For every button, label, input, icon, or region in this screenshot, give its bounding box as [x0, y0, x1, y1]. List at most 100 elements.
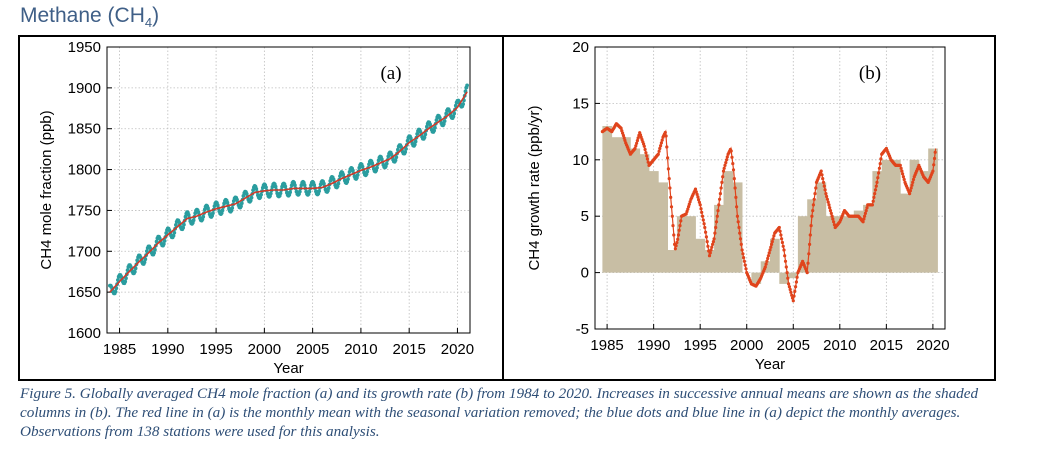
- b-growth-point: [871, 199, 875, 203]
- a-monthly-avg-point: [415, 132, 420, 136]
- b-growth-point: [863, 214, 867, 218]
- b-annual-column: [788, 272, 799, 279]
- b-growth-point: [821, 180, 826, 184]
- b-annual-column: [695, 238, 706, 273]
- b-annual-column: [797, 216, 808, 273]
- figure-heading: Methane (CH4): [20, 4, 159, 30]
- a-monthly-avg-point: [393, 158, 398, 163]
- b-annual-column: [863, 204, 873, 273]
- b-growth-point: [706, 244, 710, 248]
- heading-subscript: 4: [144, 15, 153, 31]
- b-growth-point: [732, 177, 736, 181]
- b-growth-point: [875, 180, 879, 184]
- b-growth-point: [779, 233, 783, 237]
- a-monthly-avg-point: [283, 184, 288, 189]
- b-growth-point: [672, 233, 676, 237]
- heading-close: ): [152, 4, 160, 27]
- b-annual-column: [909, 159, 920, 273]
- b-growth-point: [721, 175, 725, 179]
- b-growth-point: [828, 206, 832, 210]
- b-growth-point: [723, 163, 727, 167]
- a-monthly-avg-point: [423, 132, 428, 137]
- b-growth-point: [635, 139, 640, 143]
- a-monthly-avg-point: [322, 181, 326, 186]
- b-growth-point: [865, 206, 869, 210]
- a-monthly-avg-point: [248, 198, 253, 203]
- b-annual-column: [881, 159, 892, 273]
- b-growth-point: [704, 235, 709, 239]
- b-ytick-label: 20: [572, 39, 589, 56]
- b-growth-point: [700, 214, 705, 218]
- b-growth-point: [720, 180, 724, 184]
- b-growth-point: [814, 186, 818, 190]
- a-monthly-avg-point: [403, 150, 408, 154]
- b-growth-point: [719, 186, 723, 190]
- a-monthly-avg-point: [365, 169, 370, 174]
- b-growth-point: [769, 245, 773, 249]
- b-growth-point: [710, 245, 714, 249]
- b-growth-point: [707, 254, 712, 258]
- b-growth-point: [781, 244, 785, 248]
- b-growth-point: [738, 237, 743, 241]
- a-monthly-avg-point: [396, 147, 400, 152]
- b-ytick-label: 10: [572, 152, 589, 169]
- a-monthly-avg-point: [370, 161, 375, 166]
- a-monthly-avg-point: [225, 200, 230, 205]
- b-growth-point: [777, 225, 781, 230]
- b-growth-point: [766, 254, 771, 258]
- a-monthly-avg-point: [268, 191, 273, 196]
- b-growth-point: [658, 146, 662, 151]
- b-growth-point: [698, 203, 702, 207]
- a-monthly-avg-point: [211, 211, 215, 216]
- b-growth-point: [829, 211, 833, 215]
- b-growth-point: [788, 287, 792, 292]
- a-monthly-avg-point: [133, 266, 138, 271]
- b-growth-point: [826, 200, 830, 204]
- b-growth-point: [864, 209, 868, 213]
- b-growth-point: [675, 240, 679, 245]
- a-monthly-avg-point: [394, 155, 399, 160]
- b-ytick-label: 5: [581, 208, 589, 225]
- a-ytick-label: 1800: [68, 162, 101, 179]
- b-annual-column: [611, 137, 622, 273]
- b-growth-point: [735, 214, 740, 218]
- a-ytick-label: 1900: [68, 80, 101, 97]
- b-growth-point: [671, 224, 675, 228]
- b-growth-point: [870, 203, 875, 207]
- b-growth-point: [663, 130, 667, 135]
- b-annual-column: [825, 216, 836, 273]
- b-ytick-label: 0: [581, 265, 589, 282]
- b-growth-point: [678, 224, 682, 228]
- b-growth-point: [878, 162, 882, 166]
- b-growth-point: [787, 282, 791, 286]
- b-growth-point: [645, 154, 649, 158]
- a-monthly-avg-point: [172, 230, 177, 235]
- b-growth-point: [730, 155, 734, 159]
- a-monthly-avg-point: [351, 168, 355, 173]
- b-growth-point: [620, 129, 624, 133]
- b-annual-column: [630, 148, 641, 273]
- b-growth-point: [659, 144, 663, 148]
- b-annual-column: [779, 272, 789, 284]
- a-monthly-avg-point: [451, 114, 456, 119]
- b-growth-point: [793, 289, 797, 293]
- b-growth-point: [908, 192, 912, 196]
- b-growth-point: [724, 161, 728, 165]
- b-growth-point: [772, 234, 776, 238]
- b-growth-point: [711, 240, 716, 244]
- b-growth-point: [828, 209, 833, 213]
- b-growth-point: [674, 244, 678, 248]
- a-monthly-avg-point: [181, 225, 186, 230]
- a-xtick-label: 2010: [344, 341, 377, 358]
- b-growth-point: [701, 218, 705, 222]
- b-growth-point: [696, 195, 700, 199]
- b-growth-point: [820, 173, 824, 177]
- a-monthly-avg-point: [143, 257, 148, 262]
- a-monthly-avg-point: [302, 183, 307, 188]
- b-growth-point: [780, 240, 785, 245]
- a-monthly-avg-point: [379, 157, 384, 162]
- b-growth-point: [743, 263, 747, 267]
- b-annual-column: [621, 137, 631, 273]
- a-monthly-avg-point: [220, 208, 225, 213]
- b-growth-point: [805, 271, 809, 275]
